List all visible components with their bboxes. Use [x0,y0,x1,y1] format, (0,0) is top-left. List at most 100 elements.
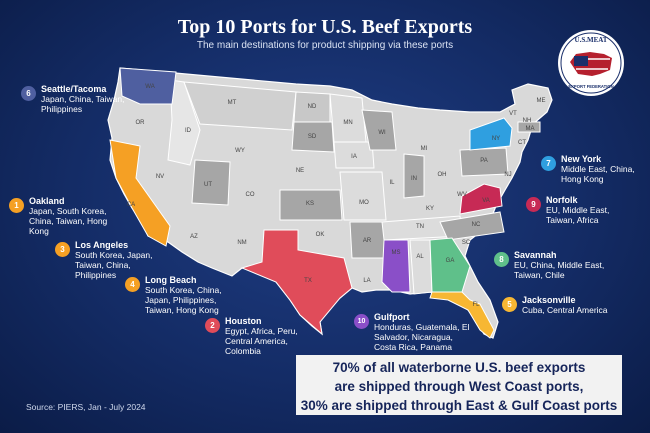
state-in [403,153,425,199]
port-name: Oakland [29,196,65,206]
rank-badge: 1 [9,198,24,213]
summary-callout: 70% of all waterborne U.S. beef exports … [296,355,622,415]
state-label-ms: MS [392,250,401,256]
rank-badge: 2 [205,318,220,333]
state-ut [191,159,231,206]
state-wi [361,109,397,151]
state-label-id: ID [185,128,192,134]
rank-badge: 4 [125,277,140,292]
state-mo [339,171,387,221]
port-destinations: Japan, China, Taiwan, Philippines [41,94,125,114]
state-fl [429,291,495,339]
state-label-al: AL [416,254,424,260]
logo-bottom-text: EXPORT FEDERATION [568,84,613,89]
port-name: Norfolk [546,195,578,205]
rank-badge: 6 [21,86,36,101]
state-va [459,183,503,215]
port-destinations: Middle East, China, Hong Kong [561,164,635,184]
usmef-logo: U.S.MEAT EXPORT FEDERATION [558,30,624,96]
state-ia [333,141,375,169]
state-label-ok: OK [316,232,325,238]
port-destinations: South Korea, Japan, Taiwan, China, Phili… [75,250,153,280]
rank-badge: 3 [55,242,70,257]
state-label-ga: GA [446,258,455,264]
logo-top-text: U.S.MEAT [575,36,608,44]
state-pa [459,147,509,177]
state-label-az: AZ [190,234,198,240]
state-label-wa: WA [145,84,154,90]
state-label-oh: OH [438,172,447,178]
rank-badge: 5 [502,297,517,312]
state-label-ma: MA [526,126,535,132]
state-label-or: OR [136,120,146,126]
state-label-tx: TX [304,278,312,284]
rank-badge: 10 [354,314,369,329]
port-destinations: Japan, South Korea, China, Taiwan, Hong … [29,206,108,236]
state-ms [381,239,411,293]
source-note: Source: PIERS, Jan - July 2024 [26,402,146,412]
state-label-mo: MO [359,200,369,206]
state-label-me: ME [537,98,546,104]
state-ks [279,189,343,221]
state-label-nv: NV [156,174,164,180]
state-label-nd: ND [308,104,317,110]
state-label-wi: WI [378,130,386,136]
state-label-pa: PA [480,158,488,164]
state-label-il: IL [389,180,395,186]
port-destinations: Honduras, Guatemala, El Salvador, Nicara… [374,322,470,352]
state-label-ky: KY [426,206,434,212]
rank-badge: 7 [541,156,556,171]
state-al [409,239,433,295]
state-label-ut: UT [204,182,212,188]
port-destinations: EU, China, Middle East, Taiwan, Chile [514,260,605,280]
state-label-nm: NM [237,240,246,246]
state-label-mi: MI [421,146,428,152]
port-name: Long Beach [145,275,197,285]
port-destinations: Egypt, Africa, Peru, Central America, Co… [225,326,298,356]
state-label-ny: NY [492,136,500,142]
state-label-la: LA [363,278,370,284]
chart-title: Top 10 Ports for U.S. Beef Exports [177,16,473,38]
state-label-ne: NE [296,168,304,174]
port-destinations: EU, Middle East, Taiwan, Africa [546,205,610,225]
port-name: New York [561,154,602,164]
state-wa [119,67,177,105]
state-nc [439,211,505,241]
state-label-sc: SC [462,240,471,246]
state-mt [183,81,297,131]
callout-line-1: 70% of all waterborne U.S. beef exports [332,360,586,375]
state-label-sd: SD [308,134,317,140]
port-name: Houston [225,316,262,326]
rank-badge: 8 [494,252,509,267]
state-label-fl: FL [472,302,480,308]
state-label-nc: NC [472,222,481,228]
state-ca [109,139,171,247]
state-label-in: IN [411,176,417,182]
state-label-ia: IA [351,154,357,160]
state-label-vt: VT [509,111,517,117]
state-label-mt: MT [228,100,237,106]
state-label-wy: WY [235,148,245,154]
state-mn [329,93,367,143]
state-label-wv: WV [457,192,467,198]
state-label-ct: CT [518,140,526,146]
state-label-co: CO [246,192,255,198]
chart-subtitle: The main destinations for product shippi… [196,40,454,51]
state-label-ca: CA [127,202,135,208]
rank-badge: 9 [526,197,541,212]
port-destinations: Cuba, Central America [522,305,608,315]
state-label-tn: TN [416,224,424,230]
port-name: Los Angeles [75,240,129,250]
port-name: Savannah [514,250,557,260]
state-ma [517,121,541,133]
callout-line-2: are shipped through West Coast ports, [334,379,584,394]
state-label-nh: NH [523,118,532,124]
port-name: Seattle/Tacoma [41,84,107,94]
state-label-ks: KS [306,201,314,207]
port-destinations: South Korea, China, Japan, Philippines, … [145,285,222,315]
state-label-ar: AR [363,238,372,244]
callout-line-3: 30% are shipped through East & Gulf Coas… [300,398,618,413]
state-label-va: VA [482,198,490,204]
port-name: Jacksonville [522,295,576,305]
